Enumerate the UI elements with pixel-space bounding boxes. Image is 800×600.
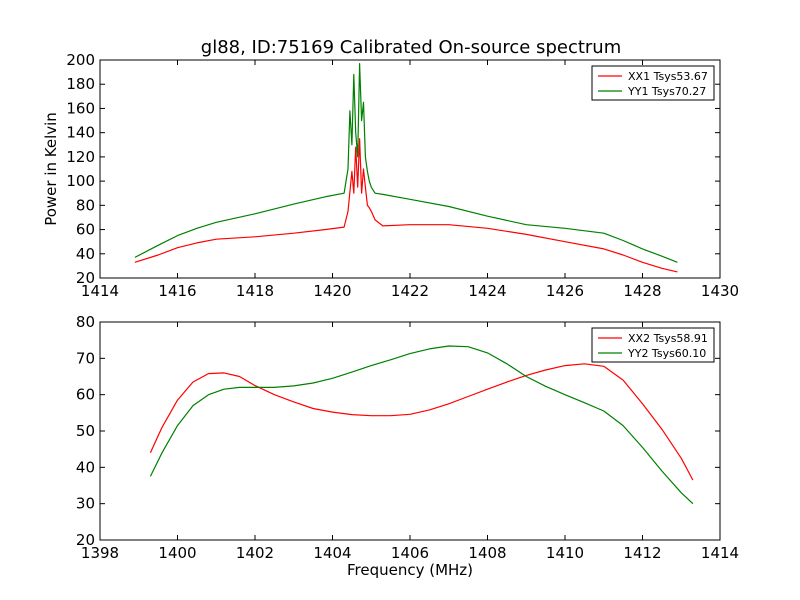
x-tick-label: 1414	[701, 544, 739, 562]
legend: XX2 Tsys58.91 YY2 Tsys60.10	[591, 327, 715, 363]
x-tick-label: 1418	[236, 282, 274, 300]
y-tick-label: 80	[76, 196, 95, 214]
y-axis-label: Power in Kelvin	[42, 112, 60, 226]
x-tick-label: 1400	[158, 544, 196, 562]
legend-label: YY2 Tsys60.10	[627, 347, 706, 360]
y-tick-label: 200	[66, 51, 95, 69]
y-tick-label: 40	[76, 458, 95, 476]
x-tick-label: 1424	[468, 282, 506, 300]
y-tick-label: 160	[66, 99, 95, 117]
x-tick-label: 1404	[313, 544, 351, 562]
y-tick-label: 20	[76, 531, 95, 549]
y-tick-label: 70	[76, 349, 95, 367]
y-tick-label: 100	[66, 172, 95, 190]
x-tick-label: 1406	[391, 544, 429, 562]
y-tick-label: 30	[76, 495, 95, 513]
x-tick-label: 1412	[623, 544, 661, 562]
x-tick-label: 1420	[313, 282, 351, 300]
y-tick-label: 180	[66, 75, 95, 93]
x-tick-label: 1398	[81, 544, 119, 562]
y-tick-label: 140	[66, 124, 95, 142]
x-tick-label: 1414	[81, 282, 119, 300]
x-tick-label: 1408	[468, 544, 506, 562]
x-tick-label: 1410	[546, 544, 584, 562]
bottom-panel: 1398 1400 1402 1404 1406 1408 1410 1412 1414 20 30…	[76, 313, 739, 579]
series-line-yy	[149, 345, 694, 505]
legend-box	[591, 327, 715, 363]
legend: XX1 Tsys53.67 YY1 Tsys70.27	[591, 65, 715, 101]
y-tick-label: 20	[76, 269, 95, 287]
y-tick-label: 80	[76, 313, 95, 331]
y-tick-label: 40	[76, 245, 95, 263]
series-line-xx	[149, 363, 694, 481]
y-tick-label: 60	[76, 386, 95, 404]
legend-label: XX1 Tsys53.67	[628, 70, 708, 83]
series-line-yy	[134, 62, 678, 263]
legend-label: XX2 Tsys58.91	[628, 332, 708, 345]
y-tick-label: 50	[76, 422, 95, 440]
x-tick-label: 1428	[623, 282, 661, 300]
y-tick-label: 120	[66, 148, 95, 166]
y-tick-label: 60	[76, 221, 95, 239]
x-tick-label: 1422	[391, 282, 429, 300]
x-tick-label: 1416	[158, 282, 196, 300]
series-line-xx	[134, 138, 678, 273]
x-tick-label: 1426	[546, 282, 584, 300]
legend-label: YY1 Tsys70.27	[627, 85, 706, 98]
x-axis-label: Frequency (MHz)	[347, 561, 473, 579]
x-tick-label: 1402	[236, 544, 274, 562]
x-tick-label: 1430	[701, 282, 739, 300]
chart-title: gl88, ID:75169 Calibrated On-source spec…	[201, 37, 621, 58]
legend-box	[591, 65, 715, 101]
top-panel: 1414 1416 1418 1420 1422 1424 1426 1428 1430 20 40…	[42, 51, 739, 300]
